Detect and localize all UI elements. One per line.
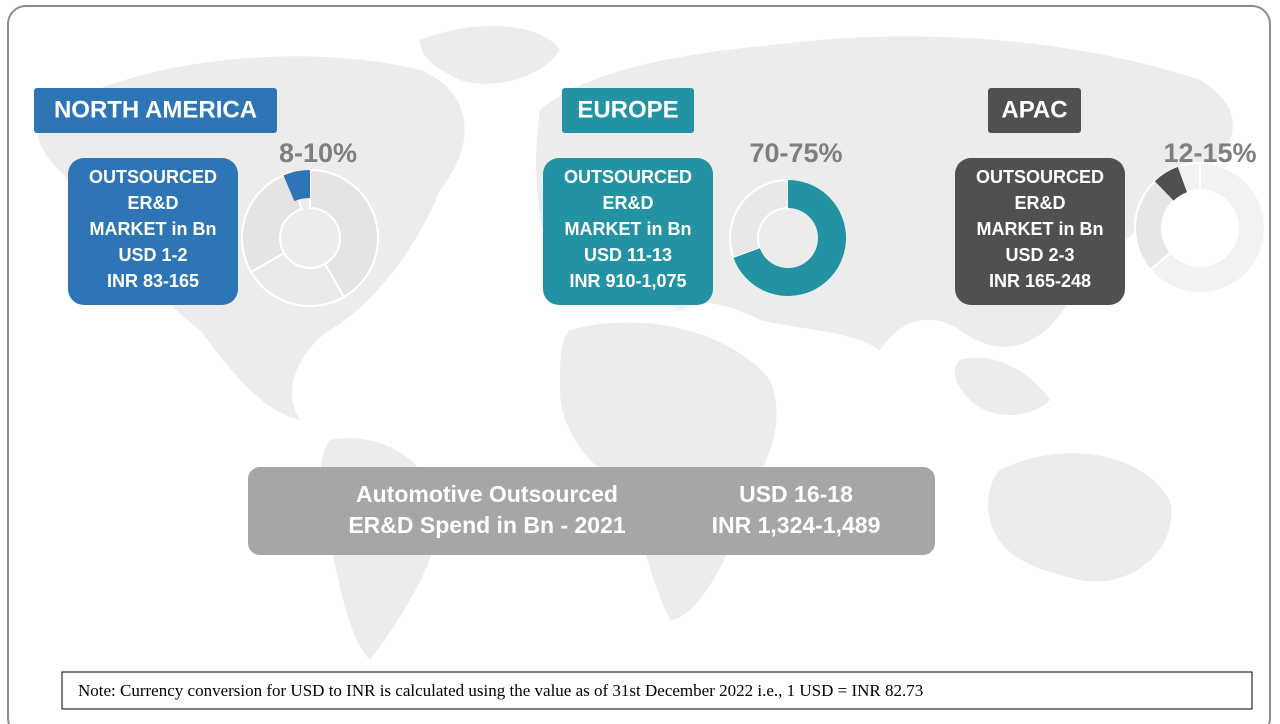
donut-segment: [729, 178, 789, 260]
info-line: ER&D: [602, 193, 653, 213]
info-line: OUTSOURCED: [564, 167, 692, 187]
info-box: [543, 158, 713, 305]
info-line: INR 165-248: [989, 271, 1091, 291]
donut-segment: [249, 251, 346, 307]
region-name: APAC: [1001, 96, 1067, 123]
note: Note: Currency conversion for USD to INR…: [78, 681, 923, 700]
summary-value: INR 1,324-1,489: [712, 512, 881, 538]
region-share: 8-10%: [279, 138, 357, 168]
info-line: ER&D: [127, 193, 178, 213]
info-line: MARKET in Bn: [90, 219, 217, 239]
donut-highlight: [733, 180, 846, 297]
summary-label: Automotive Outsourced: [356, 481, 618, 507]
region-label-box: [988, 88, 1081, 133]
info-box: [68, 158, 238, 305]
regions: NORTH AMERICA OUTSOURCED ER&D MARKET in Bn U…: [34, 88, 1266, 307]
summary-label: ER&D Spend in Bn - 2021: [348, 512, 626, 538]
region-share: 70-75%: [749, 138, 842, 168]
region-share: 12-15%: [1163, 138, 1256, 168]
info-line: MARKET in Bn: [565, 219, 692, 239]
info-line: OUTSOURCED: [89, 167, 217, 187]
region-label-box: [562, 88, 694, 133]
donut-highlight: [283, 170, 310, 202]
region-label-box: [34, 88, 277, 133]
info-line: USD 11-13: [584, 245, 672, 265]
info-line: ER&D: [1014, 193, 1065, 213]
note-box: [61, 671, 1253, 710]
region-name: EUROPE: [577, 96, 678, 123]
donut-segment: [1134, 176, 1177, 272]
info-line: MARKET in Bn: [977, 219, 1104, 239]
info-line: USD 2-3: [1005, 245, 1074, 265]
donut-highlight: [1154, 166, 1188, 201]
summary-box: [248, 467, 935, 555]
info-line: INR 83-165: [107, 271, 199, 291]
info-line: USD 1-2: [118, 245, 187, 265]
summary-value: USD 16-18: [739, 481, 853, 507]
region-name: NORTH AMERICA: [54, 96, 257, 123]
info-box: [955, 158, 1125, 305]
info-line: OUTSOURCED: [976, 167, 1104, 187]
info-line: INR 910-1,075: [569, 271, 686, 291]
